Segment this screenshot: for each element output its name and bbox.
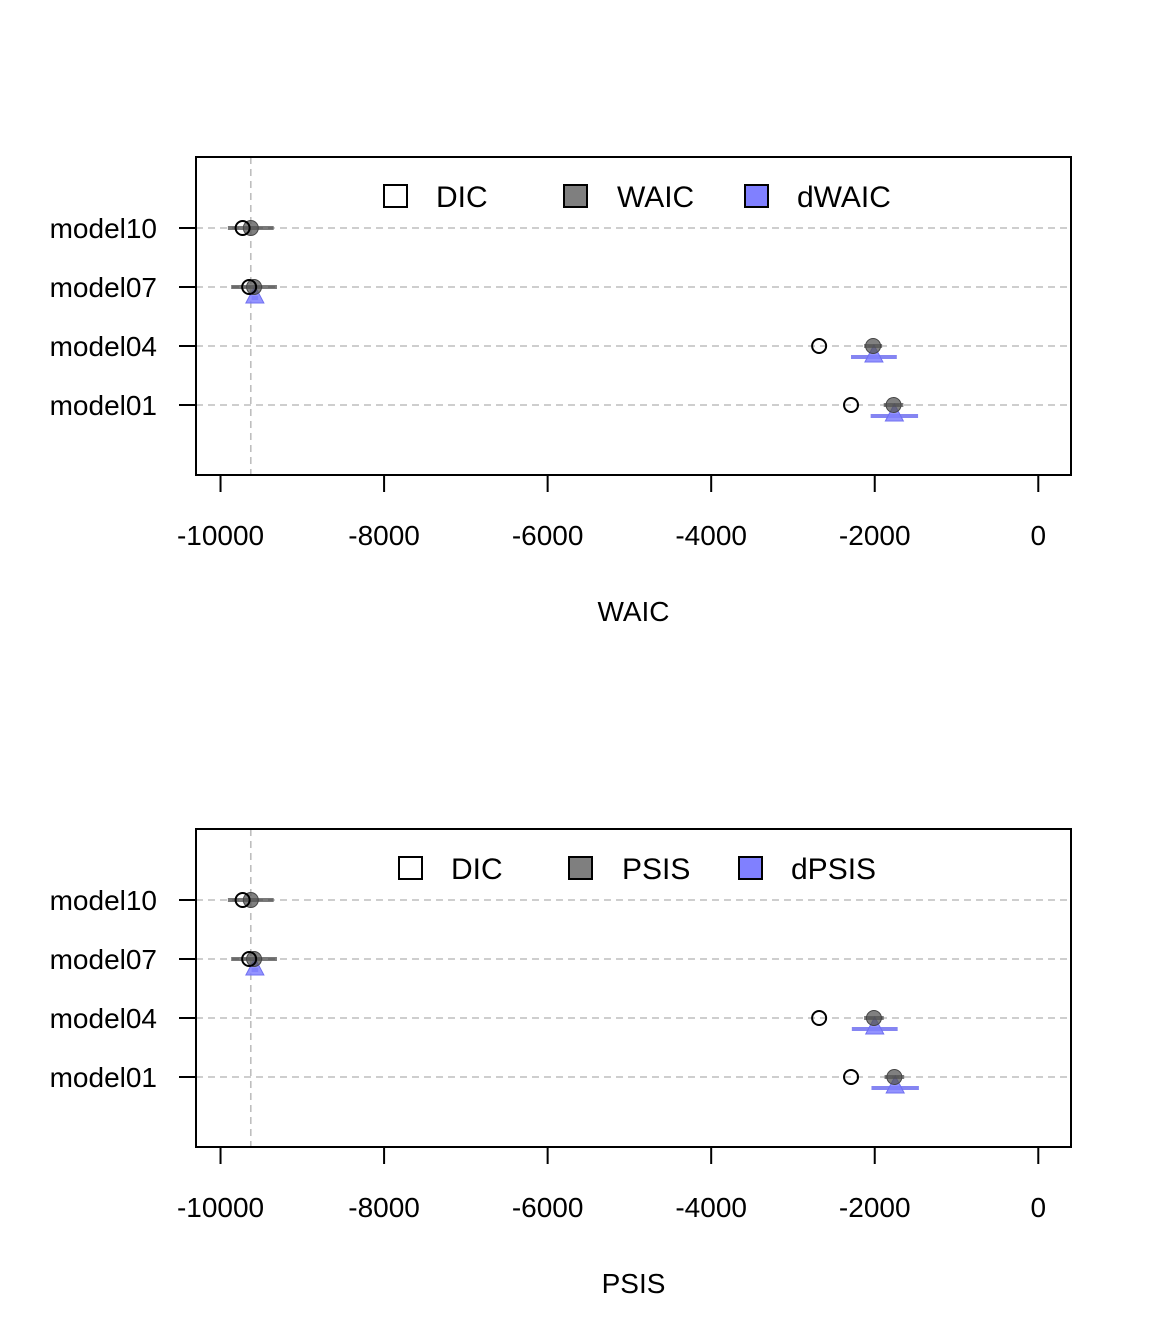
x-tick-label: -4000 bbox=[675, 1192, 747, 1223]
dic-point bbox=[241, 951, 258, 967]
legend-label-dic: DIC bbox=[436, 181, 488, 214]
model-label: model07 bbox=[50, 944, 157, 975]
model-label: model10 bbox=[50, 213, 157, 244]
x-tick-label: -6000 bbox=[512, 520, 584, 551]
psis-point bbox=[246, 951, 263, 967]
model-label: model04 bbox=[50, 1003, 157, 1034]
dic-point bbox=[843, 1069, 860, 1085]
x-tick-label: -2000 bbox=[839, 1192, 911, 1223]
model-label: model07 bbox=[50, 272, 157, 303]
x-tick-label: -10000 bbox=[177, 1192, 264, 1223]
legend-swatch-waic bbox=[563, 184, 588, 208]
psis-point bbox=[886, 1069, 903, 1085]
legend-swatch-dic bbox=[383, 184, 408, 208]
legend-swatch-dic bbox=[398, 856, 423, 880]
chart-panel-1: model10 model07 model04 model01 -10000 -8000 -… bbox=[50, 156, 1072, 627]
x-tick-label: -4000 bbox=[675, 520, 747, 551]
dic-point bbox=[241, 279, 258, 295]
legend-swatch-dwaic bbox=[744, 184, 769, 208]
model-label: model01 bbox=[50, 390, 157, 421]
chart-panel-2: model10 model07 model04 model01 -10000 -8000 -… bbox=[50, 828, 1072, 1299]
dic-point bbox=[234, 892, 251, 908]
psis-point bbox=[242, 892, 259, 908]
model-label: model10 bbox=[50, 885, 157, 916]
x-tick-label: -10000 bbox=[177, 520, 264, 551]
dic-point bbox=[843, 397, 860, 413]
model-label: model04 bbox=[50, 331, 157, 362]
x-axis-title: WAIC bbox=[597, 596, 669, 627]
x-tick-label: -6000 bbox=[512, 1192, 584, 1223]
psis-point bbox=[865, 1010, 882, 1026]
legend-swatch-dpsis bbox=[738, 856, 763, 880]
dic-point bbox=[234, 220, 251, 236]
x-tick-label: 0 bbox=[1031, 520, 1047, 551]
dic-point bbox=[811, 338, 828, 354]
legend-label-psis: PSIS bbox=[622, 853, 690, 886]
x-axis-title: PSIS bbox=[602, 1268, 666, 1299]
waic-point bbox=[242, 220, 259, 236]
legend-label-dic: DIC bbox=[451, 853, 503, 886]
x-tick-label: -8000 bbox=[348, 520, 420, 551]
dic-point bbox=[811, 1010, 828, 1026]
x-tick-label: -2000 bbox=[839, 520, 911, 551]
legend-label-dpsis: dPSIS bbox=[791, 853, 876, 886]
legend-label-waic: WAIC bbox=[617, 181, 694, 214]
legend-swatch-psis bbox=[568, 856, 593, 880]
x-tick-label: 0 bbox=[1031, 1192, 1047, 1223]
legend-label-dwaic: dWAIC bbox=[797, 181, 891, 214]
x-tick-label: -8000 bbox=[348, 1192, 420, 1223]
waic-point bbox=[885, 397, 902, 413]
model-label: model01 bbox=[50, 1062, 157, 1093]
waic-point bbox=[246, 279, 263, 295]
waic-point bbox=[865, 338, 882, 354]
